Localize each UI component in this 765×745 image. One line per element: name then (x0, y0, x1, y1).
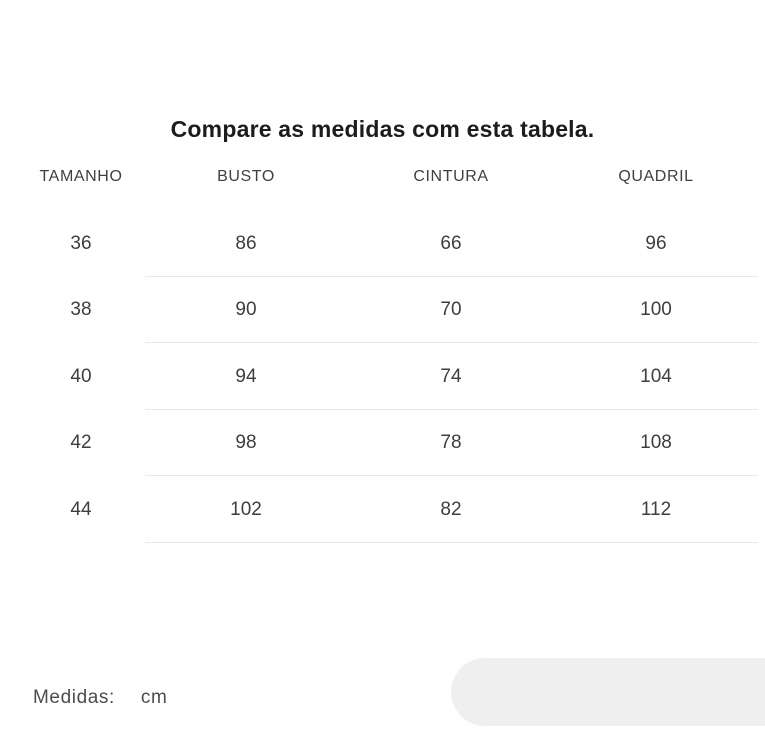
row-divider (145, 342, 758, 343)
table-cell-waist: 82 (440, 499, 462, 520)
column-header-cintura: CINTURA (413, 168, 489, 185)
table-cell-hip: 112 (640, 499, 672, 520)
column-header-quadril: QUADRIL (618, 168, 694, 185)
table-cell-size: 40 (70, 366, 92, 387)
rounded-pill-decoration (451, 658, 765, 726)
table-cell-bust: 86 (235, 233, 257, 254)
table-cell-waist: 70 (440, 299, 462, 320)
table-cell-hip: 96 (645, 233, 667, 254)
table-cell-waist: 66 (440, 233, 462, 254)
table-cell-hip: 100 (640, 299, 672, 320)
row-divider (145, 475, 758, 476)
table-cell-size: 38 (70, 299, 92, 320)
table-cell-size: 36 (70, 233, 92, 254)
column-header-tamanho: TAMANHO (39, 168, 123, 185)
measurements-unit: cm (140, 687, 168, 708)
table-cell-bust: 94 (235, 366, 257, 387)
column-header-busto: BUSTO (217, 168, 275, 185)
table-cell-bust: 90 (235, 299, 257, 320)
table-cell-hip: 104 (640, 366, 672, 387)
table-cell-size: 42 (70, 432, 92, 453)
page-title: Compare as medidas com esta tabela. (170, 116, 595, 142)
table-cell-waist: 78 (440, 432, 462, 453)
table-cell-bust: 102 (230, 499, 262, 520)
measurements-footer: Medidas: cm (33, 687, 167, 709)
row-divider (145, 542, 758, 543)
table-cell-hip: 108 (640, 432, 672, 453)
table-cell-size: 44 (70, 499, 92, 520)
row-divider (145, 409, 758, 410)
table-cell-bust: 98 (235, 432, 257, 453)
measurements-label: Medidas: (33, 687, 115, 708)
table-cell-waist: 74 (440, 366, 462, 387)
row-divider (145, 276, 758, 277)
